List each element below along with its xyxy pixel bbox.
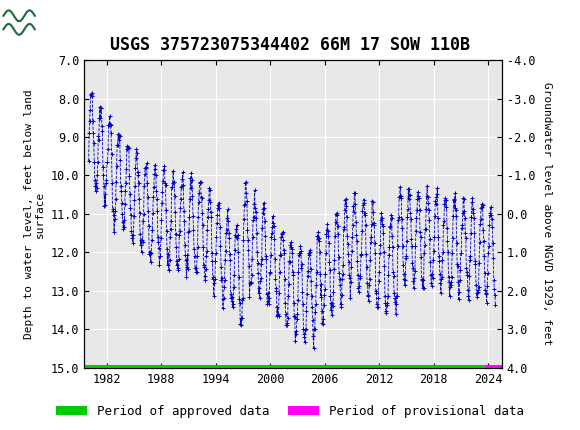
Legend: Period of approved data, Period of provisional data: Period of approved data, Period of provi… <box>50 400 530 423</box>
Text: USGS: USGS <box>38 14 93 31</box>
Y-axis label: Groundwater level above NGVD 1929, feet: Groundwater level above NGVD 1929, feet <box>542 82 552 346</box>
Y-axis label: Depth to water level, feet below land
surface: Depth to water level, feet below land su… <box>24 89 45 339</box>
Bar <box>3 3 70 42</box>
Text: USGS 375723075344402 66M 17 SOW 110B: USGS 375723075344402 66M 17 SOW 110B <box>110 36 470 54</box>
